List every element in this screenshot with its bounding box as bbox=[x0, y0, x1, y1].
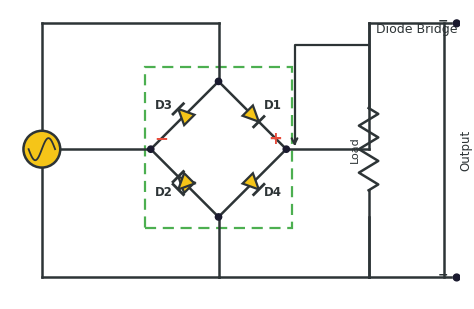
Circle shape bbox=[23, 131, 60, 167]
Circle shape bbox=[453, 20, 460, 27]
Polygon shape bbox=[178, 177, 194, 193]
Text: −: − bbox=[438, 15, 448, 28]
Circle shape bbox=[283, 146, 290, 152]
Polygon shape bbox=[178, 109, 194, 125]
Polygon shape bbox=[178, 173, 194, 189]
Circle shape bbox=[453, 274, 460, 281]
Text: −: − bbox=[155, 129, 168, 147]
Text: +: + bbox=[269, 129, 283, 147]
Circle shape bbox=[147, 146, 154, 152]
Polygon shape bbox=[243, 105, 259, 122]
Text: −: − bbox=[438, 269, 448, 281]
Text: D4: D4 bbox=[264, 186, 282, 199]
Polygon shape bbox=[243, 173, 259, 189]
Text: D1: D1 bbox=[264, 99, 282, 112]
Circle shape bbox=[215, 78, 222, 85]
Text: Load: Load bbox=[350, 136, 360, 163]
Text: D3: D3 bbox=[155, 99, 173, 112]
Text: D2: D2 bbox=[155, 186, 173, 199]
Text: Diode Bridge: Diode Bridge bbox=[376, 23, 457, 36]
Circle shape bbox=[215, 214, 222, 220]
Text: Output: Output bbox=[459, 130, 472, 171]
